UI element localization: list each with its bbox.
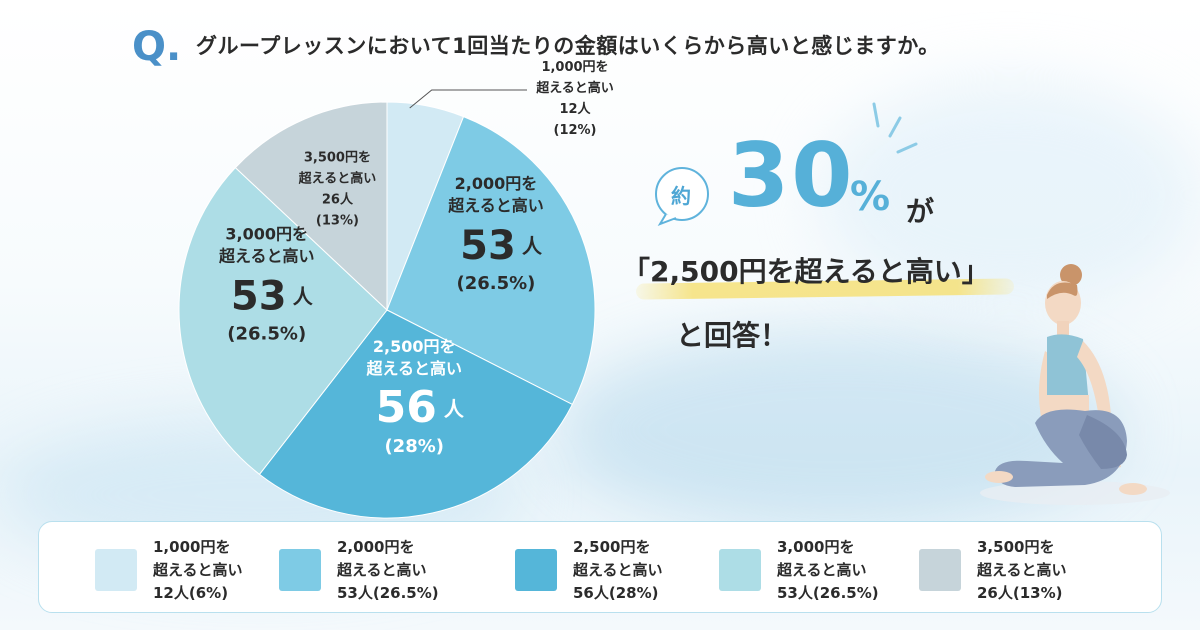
slice-count: 53: [460, 223, 516, 269]
slice-count-unit: 人: [293, 284, 314, 308]
pie-slice: [386, 115, 596, 406]
q-mark-text: Q.: [132, 24, 181, 70]
legend-line: 超えると高い: [153, 561, 243, 579]
legend-value: 53人(26.5%): [337, 584, 439, 602]
particle-ga: が: [906, 195, 935, 228]
legend-label: 1,000円を 超えると高い 12人(6%): [153, 536, 243, 605]
pie-slice: [258, 309, 574, 519]
slice-label-line1: 2,000円を: [455, 174, 538, 193]
slice-percent: (26.5%): [227, 323, 306, 344]
legend-label: 3,500円を 超えると高い 26人(13%): [977, 536, 1067, 605]
chart-legend: 1,000円を 超えると高い 12人(6%) 2,000円を 超えると高い 53…: [38, 521, 1162, 613]
emphasis-lines-icon: [872, 102, 918, 154]
slice-count-unit: 人: [444, 397, 465, 421]
legend-line: 3,500円を: [977, 538, 1055, 556]
legend-line: 超えると高い: [573, 561, 663, 579]
slice-label-line1: 1,000円を: [541, 60, 608, 75]
legend-line: 1,000円を: [153, 538, 231, 556]
legend-swatch: [279, 549, 321, 591]
q-mark-icon: Q.: [132, 24, 181, 70]
slice-label-line1: 2,500円を: [373, 337, 456, 356]
legend-swatch: [719, 549, 761, 591]
slice-label-line2: 超えると高い: [447, 196, 544, 215]
slice-percent: (28%): [384, 436, 444, 457]
slice-percent: (26.5%): [457, 273, 536, 294]
slice-count: 53: [231, 273, 287, 319]
legend-line: 超えると高い: [337, 561, 427, 579]
slice-percent: (13%): [316, 213, 359, 228]
slice-label-line2: 超えると高い: [536, 80, 614, 96]
legend-line: 3,000円を: [777, 538, 855, 556]
legend-line: 2,000円を: [337, 538, 415, 556]
legend-value: 56人(28%): [573, 584, 659, 602]
legend-swatch: [515, 549, 557, 591]
legend-line: 超えると高い: [977, 561, 1067, 579]
background-wash: [820, 80, 1200, 310]
slice-label-line2: 超えると高い: [299, 170, 377, 186]
slice-percent: (12%): [554, 123, 597, 138]
legend-label: 2,500円を 超えると高い 56人(28%): [573, 536, 663, 605]
legend-line: 2,500円を: [573, 538, 651, 556]
legend-label: 3,000円を 超えると高い 53人(26.5%): [777, 536, 879, 605]
slice-count: 12人: [559, 101, 591, 117]
quote-text: 「2,500円を超えると高い」: [622, 255, 990, 288]
slice-label-line1: 3,500円を: [304, 150, 371, 165]
legend-line: 超えると高い: [777, 561, 867, 579]
legend-label: 2,000円を 超えると高い 53人(26.5%): [337, 536, 439, 605]
percent-sign: %: [850, 174, 891, 220]
badge-text: 約: [671, 184, 691, 208]
pie-slice: [178, 166, 388, 476]
legend-value: 26人(13%): [977, 584, 1063, 602]
slice-label-line1: 3,000円を: [225, 224, 308, 243]
leader-line: [409, 89, 527, 109]
legend-value: 53人(26.5%): [777, 584, 879, 602]
legend-swatch: [95, 549, 137, 591]
question-title: グループレッスンにおいて1回当たりの金額はいくらから高いと感じますか。: [196, 34, 940, 58]
percent-value: 30: [728, 124, 855, 227]
pie-slice: [234, 101, 388, 312]
legend-swatch: [919, 549, 961, 591]
slice-label-line2: 超えると高い: [365, 359, 462, 378]
yoga-woman-illustration: [980, 264, 1170, 505]
speech-bubble-badge: [655, 167, 709, 226]
answer-text: と回答！: [676, 319, 789, 352]
legend-value: 12人(6%): [153, 584, 229, 602]
slice-count-unit: 人: [522, 234, 543, 258]
slice-count: 56: [376, 382, 437, 433]
slice-count: 26人: [322, 191, 354, 207]
slice-label-line2: 超えると高い: [218, 246, 315, 265]
